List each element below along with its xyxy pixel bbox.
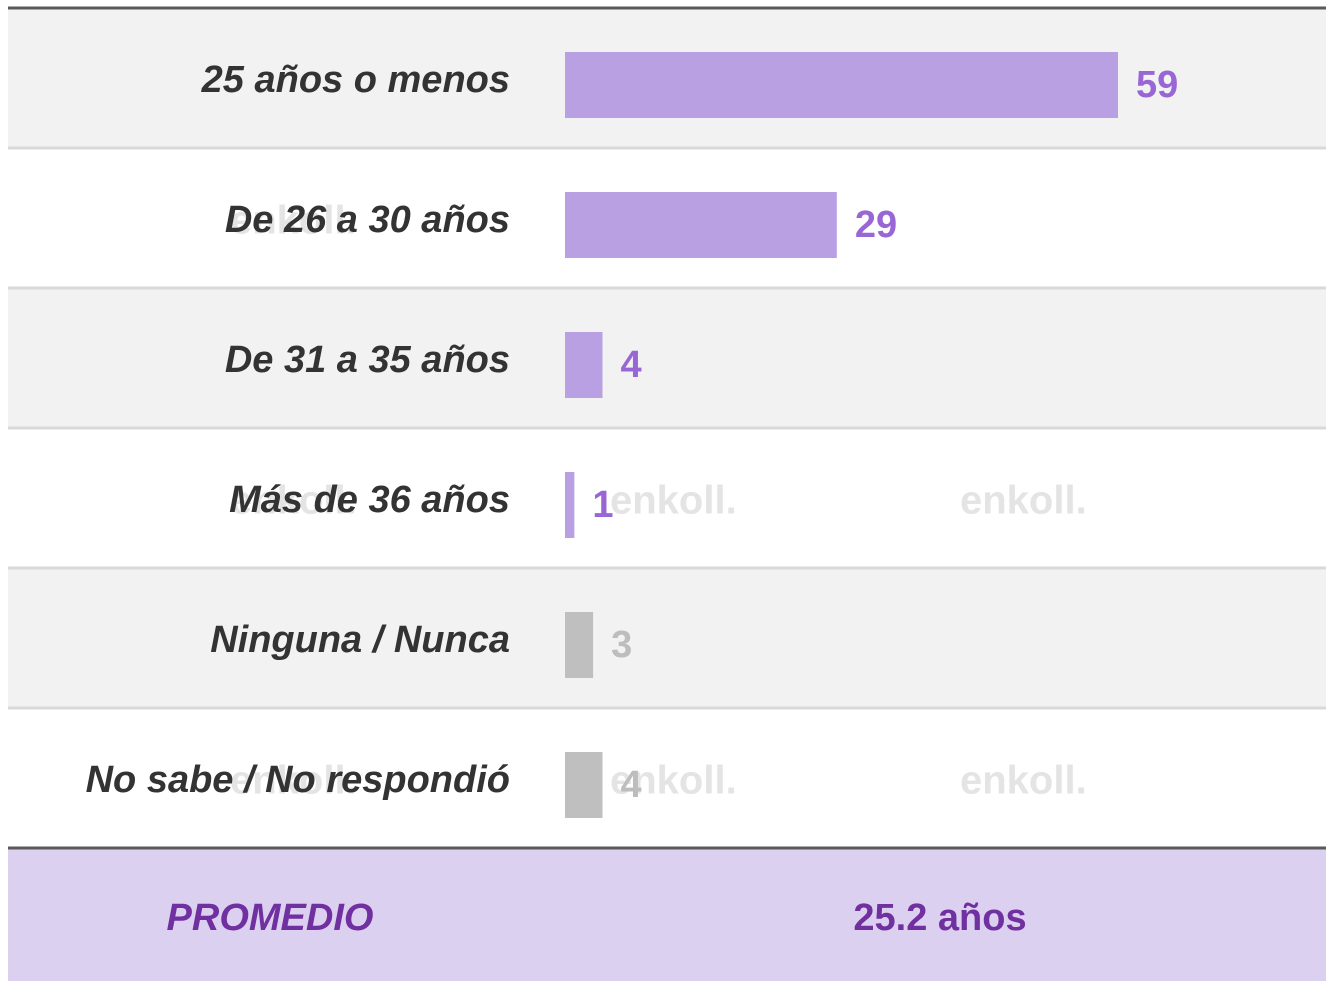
category-label: Más de 36 años — [229, 479, 510, 521]
value-label: 4 — [620, 764, 641, 806]
category-label: De 26 a 30 años — [225, 199, 510, 241]
watermark: enkoll. — [230, 759, 357, 803]
watermark: enkoll. — [960, 479, 1087, 523]
row-band — [8, 428, 1326, 568]
watermark: enkoll. — [960, 759, 1087, 803]
row-band — [8, 568, 1326, 708]
value-label: 3 — [611, 624, 632, 666]
category-label: De 31 a 35 años — [225, 339, 510, 381]
watermark: enkoll. — [230, 479, 357, 523]
bar — [565, 612, 594, 678]
value-label: 1 — [592, 484, 613, 526]
watermark: enkoll. — [610, 479, 737, 523]
plot: 25 años o menos 59 De 26 a 30 años 29 De 31 … — [86, 52, 1178, 818]
row-band — [8, 708, 1326, 848]
category-label: 25 años o menos — [201, 59, 510, 101]
category-label: No sabe / No respondió — [86, 759, 510, 801]
value-label: 29 — [855, 204, 897, 246]
row-band — [8, 288, 1326, 428]
background — [8, 8, 1326, 848]
bar — [565, 52, 1118, 118]
value-label: 59 — [1136, 64, 1178, 106]
footer-band — [8, 848, 1326, 981]
average-value: 25.2 años — [853, 897, 1026, 939]
bar — [565, 752, 603, 818]
bar — [565, 332, 603, 398]
watermark: enkoll. — [230, 199, 357, 243]
watermark: enkoll. — [610, 759, 737, 803]
bar — [565, 472, 575, 538]
category-label: Ninguna / Nunca — [210, 619, 510, 661]
average-label: PROMEDIO — [167, 897, 374, 939]
bar — [565, 192, 837, 258]
value-label: 4 — [620, 344, 641, 386]
